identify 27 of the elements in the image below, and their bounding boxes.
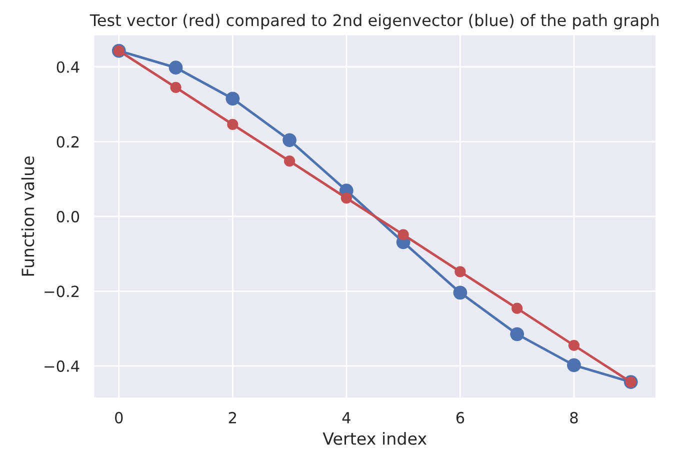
point: [168, 60, 183, 75]
y-tick-label: 0.0: [56, 210, 80, 222]
x-tick-label: 4: [342, 412, 350, 424]
x-tick-label: 2: [228, 412, 236, 424]
y-tick-label: 0.4: [56, 61, 80, 73]
point: [453, 286, 468, 300]
point: [282, 133, 296, 148]
point: [284, 156, 296, 167]
point: [227, 118, 238, 130]
x-axis-title: Vertex index: [322, 432, 427, 445]
x-tick-label: 8: [570, 412, 578, 424]
y-tick-label: −0.2: [44, 286, 79, 298]
x-tick-label: 0: [115, 412, 123, 424]
y-tick-label: 0.2: [56, 136, 79, 148]
point: [512, 302, 523, 314]
y-tick-label: −0.4: [44, 360, 80, 372]
y-axis-title: Function value: [21, 156, 34, 276]
point: [568, 340, 580, 351]
point: [510, 327, 524, 342]
point: [340, 192, 352, 204]
point: [454, 266, 466, 278]
x-tick-label: 6: [456, 412, 464, 424]
chart-title: Test vector (red) compared to 2nd eigenvector (blue) of the path graph: [90, 14, 658, 30]
point: [398, 229, 409, 240]
point: [226, 92, 240, 106]
point: [170, 82, 182, 93]
point: [567, 358, 581, 372]
